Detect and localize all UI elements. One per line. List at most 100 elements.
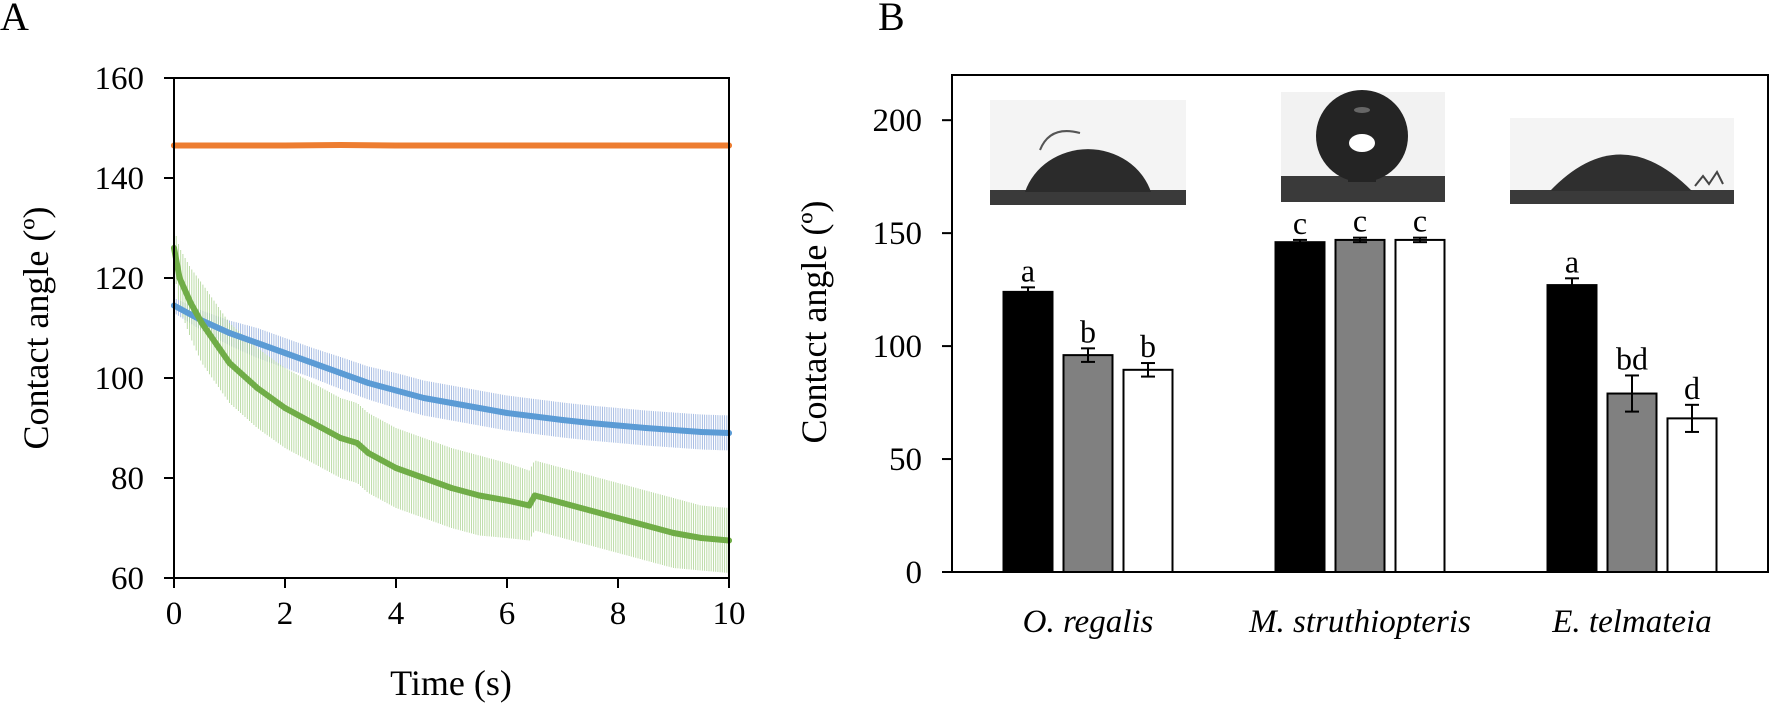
panel-a-x-axis-title: Time (s): [390, 663, 512, 703]
bar-e-telmateia-grey: [1606, 392, 1658, 574]
y-tick-label: 200: [873, 103, 923, 139]
bar-o-regalis-grey: [1062, 354, 1114, 573]
data-point-blue: [309, 360, 316, 366]
error-bar: [1353, 236, 1367, 244]
panel-b-bars: a b b c c c a bdd: [1002, 203, 1718, 574]
data-point-orange: [670, 142, 677, 149]
panel-b-y-axis-title: Contact angle (º): [794, 200, 834, 443]
category-label-o-regalis: O. regalis: [1023, 604, 1154, 640]
data-point-green: [282, 405, 288, 411]
panel-b-label: B: [878, 0, 905, 39]
error-bar: [1293, 238, 1307, 246]
x-tick-label: 6: [499, 596, 516, 632]
error-bar: [1141, 362, 1155, 378]
data-point-green: [337, 435, 344, 441]
data-point-orange: [337, 142, 344, 148]
data-point-green: [615, 515, 621, 521]
y-tick-label: 120: [95, 261, 145, 297]
y-tick-label: 160: [95, 61, 145, 97]
significance-letter: a: [1565, 243, 1579, 279]
panel-a-error-bars: [173, 142, 730, 573]
data-point-blue: [476, 405, 483, 411]
panel-b-category-labels: O. regalis M. struthiopteris E. telmateia: [1023, 604, 1712, 640]
y-tick-label: 100: [95, 361, 145, 397]
data-point-green: [476, 492, 483, 499]
data-point-blue: [587, 420, 594, 426]
data-point-blue: [420, 395, 427, 401]
data-point-orange: [504, 142, 510, 149]
panel-a-y-axis-title: Contact angle (º): [16, 206, 56, 449]
data-point-blue: [642, 425, 649, 431]
y-tick-label: 80: [111, 461, 144, 497]
error-bar: [1625, 374, 1639, 413]
data-point-orange: [393, 142, 399, 149]
data-point-green: [698, 535, 705, 541]
data-point-blue: [531, 413, 538, 420]
data-point-blue: [254, 340, 261, 346]
x-tick-label: 0: [166, 596, 183, 632]
data-point-blue: [393, 387, 399, 394]
error-bar: [1413, 236, 1427, 244]
y-tick-label: 150: [873, 216, 923, 252]
data-point-blue: [226, 330, 233, 336]
droplet-image-m-struthiopteris: [1281, 90, 1445, 202]
significance-letter: d: [1684, 370, 1700, 406]
data-point-green: [670, 530, 677, 536]
significance-letter: c: [1293, 205, 1307, 241]
data-point-green: [587, 507, 594, 514]
panel-b-chart: a b b c c c a bdd 0 50 100 150 200 O. regalis M. str…: [794, 74, 1769, 640]
data-point-green: [187, 300, 194, 306]
bar-m-struthiopteris-white: [1394, 238, 1446, 573]
data-point-green: [448, 485, 455, 491]
category-label-e-telmateia: E. telmateia: [1551, 604, 1711, 640]
data-point-green: [212, 340, 219, 346]
significance-letter: c: [1413, 203, 1427, 239]
data-point-blue: [365, 380, 372, 386]
series-line-green: [171, 245, 732, 544]
data-point-green: [365, 450, 372, 456]
panel-a-label: A: [0, 0, 29, 39]
data-point-green: [309, 420, 316, 426]
data-point-blue: [559, 417, 566, 423]
significance-letter: b: [1080, 313, 1096, 349]
data-point-orange: [448, 142, 455, 149]
bar-e-telmateia-white: [1666, 417, 1718, 573]
data-point-green: [642, 522, 649, 529]
data-point-blue: [698, 429, 705, 435]
significance-letter: a: [1021, 252, 1035, 288]
bar-m-struthiopteris-black: [1274, 241, 1326, 573]
error-bar: [1685, 403, 1699, 433]
error-bar: [1565, 277, 1579, 293]
data-point-green: [198, 320, 205, 326]
y-tick-label: 50: [889, 442, 922, 478]
x-tick-label: 8: [610, 596, 627, 632]
data-point-green: [254, 385, 261, 391]
panel-a-ticks: 0 2 4 6 8 10 60 80 100 120 140 160: [95, 61, 746, 632]
data-point-green: [531, 492, 538, 499]
y-tick-label: 60: [111, 561, 144, 597]
bar-m-struthiopteris-grey: [1334, 238, 1386, 573]
y-tick-label: 140: [95, 161, 145, 197]
significance-letter: b: [1140, 328, 1156, 364]
data-point-blue: [504, 410, 510, 416]
data-point-green: [176, 275, 183, 281]
data-point-orange: [282, 142, 288, 149]
data-point-green: [226, 360, 233, 366]
error-bar: [1081, 347, 1095, 363]
data-point-green: [526, 502, 533, 509]
bar-o-regalis-white: [1122, 368, 1174, 573]
data-point-blue: [670, 427, 677, 433]
data-point-orange: [559, 142, 566, 149]
data-point-green: [393, 465, 399, 471]
x-tick-label: 10: [713, 596, 746, 632]
x-tick-label: 4: [388, 596, 405, 632]
data-point-green: [354, 440, 361, 446]
data-point-orange: [615, 142, 621, 149]
data-point-green: [559, 500, 566, 506]
panel-a-lines: [171, 142, 732, 544]
panel-b-droplet-images: [990, 90, 1734, 205]
x-tick-label: 2: [277, 596, 294, 632]
data-point-blue: [448, 400, 455, 406]
significance-letter: bd: [1616, 340, 1648, 376]
